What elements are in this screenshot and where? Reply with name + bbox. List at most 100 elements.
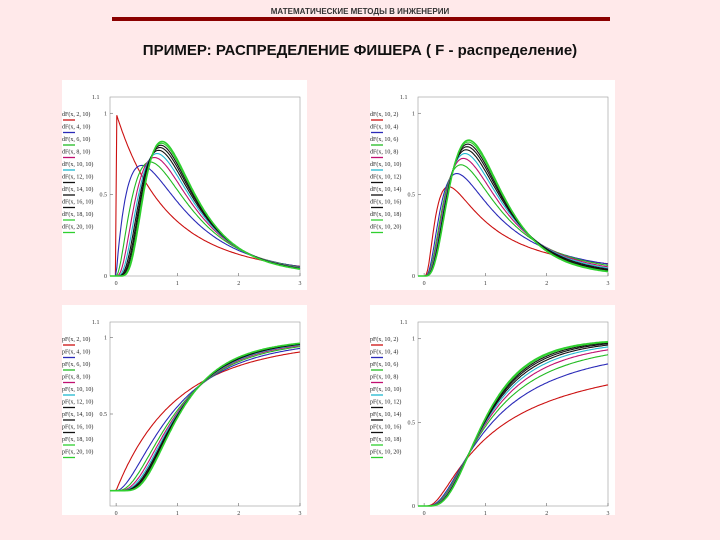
legend-label: pF(x, 10, 20) (370, 449, 401, 456)
slide-title: ПРИМЕР: РАСПРЕДЕЛЕНИЕ ФИШЕРА ( F - распр… (142, 42, 578, 59)
legend-label: pF(x, 10, 2) (370, 336, 398, 343)
series-line (110, 342, 301, 492)
series-line (110, 343, 301, 492)
legend-label: dF(x, 18, 10) (62, 211, 93, 218)
plot-frame (109, 96, 301, 277)
series-line (418, 343, 609, 507)
y-max-label: 1.1 (92, 320, 100, 326)
y-max-label: 1.1 (400, 320, 408, 326)
legend-label: pF(x, 18, 10) (62, 436, 93, 443)
x-tick-label: 3 (607, 281, 610, 287)
legend-label: pF(x, 10, 6) (370, 361, 398, 368)
legend-label: dF(x, 8, 10) (62, 149, 90, 156)
series-line (110, 343, 301, 492)
y-tick-label: 1 (412, 337, 415, 343)
legend-label: pF(x, 2, 10) (62, 336, 90, 343)
y-max-label: 1.1 (400, 95, 408, 101)
legend-label: pF(x, 4, 10) (62, 349, 90, 356)
series-line (110, 140, 301, 277)
legend-label: dF(x, 10, 14) (370, 186, 401, 193)
x-tick-label: 2 (545, 281, 548, 287)
legend-label: pF(x, 10, 10) (370, 386, 401, 393)
y-tick-label: 1 (104, 335, 107, 341)
legend-label: pF(x, 10, 4) (370, 349, 398, 356)
x-tick-label: 2 (545, 511, 548, 517)
series-line (418, 349, 609, 507)
series-line (110, 343, 301, 492)
series-line (418, 363, 609, 507)
header-text: МАТЕМАТИЧЕСКИЕ МЕТОДЫ В ИНЖЕНЕРИИ (270, 7, 450, 16)
y-tick-label: 1 (412, 111, 415, 117)
legend-label: dF(x, 10, 20) (370, 224, 401, 231)
series-line (418, 344, 609, 507)
y-tick-label: 0 (104, 274, 107, 280)
legend-label: pF(x, 10, 14) (370, 411, 401, 418)
x-tick-label: 1 (484, 281, 487, 287)
series-line (110, 347, 301, 492)
legend-label: dF(x, 16, 10) (62, 199, 93, 206)
legend-label: dF(x, 10, 2) (370, 111, 398, 118)
series-line (418, 143, 609, 277)
legend-label: dF(x, 14, 10) (62, 186, 93, 193)
series-line (418, 340, 609, 507)
legend-label: pF(x, 10, 10) (62, 386, 93, 393)
y-tick-label: 0.5 (100, 193, 108, 199)
series-line (418, 354, 609, 507)
legend-label: pF(x, 20, 10) (62, 449, 93, 456)
series-line (418, 341, 609, 507)
x-tick-label: 1 (176, 511, 179, 517)
legend-label: dF(x, 4, 10) (62, 124, 90, 131)
x-tick-label: 3 (607, 511, 610, 517)
series-line (418, 384, 609, 507)
legend-label: dF(x, 10, 12) (370, 174, 401, 181)
legend-label: pF(x, 10, 18) (370, 436, 401, 443)
legend-label: dF(x, 20, 10) (62, 224, 93, 231)
legend-label: dF(x, 12, 10) (62, 174, 93, 181)
legend-label: dF(x, 10, 8) (370, 149, 398, 156)
legend-label: pF(x, 12, 10) (62, 399, 93, 406)
x-tick-label: 0 (115, 511, 118, 517)
plot-frame (417, 96, 609, 277)
legend-label: pF(x, 16, 10) (62, 424, 93, 431)
legend-label: dF(x, 6, 10) (62, 136, 90, 143)
legend-label: dF(x, 10, 10) (62, 161, 93, 168)
series-line (110, 344, 301, 492)
legend-label: dF(x, 10, 10) (370, 161, 401, 168)
legend-label: dF(x, 10, 16) (370, 199, 401, 206)
y-max-label: 1.1 (92, 95, 100, 101)
series-line (110, 344, 301, 492)
y-tick-label: 0.5 (408, 420, 416, 426)
plot-frame (417, 321, 609, 507)
x-tick-label: 1 (176, 281, 179, 287)
legend-label: dF(x, 10, 6) (370, 136, 398, 143)
legend-label: dF(x, 2, 10) (62, 111, 90, 118)
x-tick-label: 0 (115, 281, 118, 287)
legend-label: pF(x, 10, 12) (370, 399, 401, 406)
x-tick-label: 2 (237, 281, 240, 287)
y-tick-label: 0 (412, 504, 415, 510)
header-bar (112, 17, 610, 21)
x-tick-label: 0 (423, 511, 426, 517)
series-line (418, 139, 609, 277)
x-tick-label: 2 (237, 511, 240, 517)
x-tick-label: 3 (299, 281, 302, 287)
series-line (110, 342, 301, 492)
x-tick-label: 0 (423, 281, 426, 287)
y-tick-label: 1 (104, 111, 107, 117)
series-line (110, 351, 301, 492)
series-line (418, 342, 609, 507)
series-line (110, 346, 301, 492)
legend-label: pF(x, 8, 10) (62, 374, 90, 381)
y-tick-label: 0 (412, 274, 415, 280)
y-tick-label: 0.5 (100, 412, 108, 418)
legend-label: pF(x, 6, 10) (62, 361, 90, 368)
legend-label: dF(x, 10, 4) (370, 124, 398, 131)
legend-label: dF(x, 10, 18) (370, 211, 401, 218)
